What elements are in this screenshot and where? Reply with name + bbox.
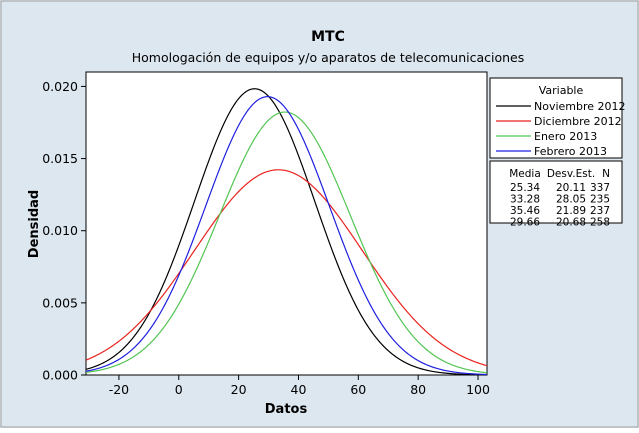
stats-cell: 33.28 xyxy=(510,194,540,206)
plot-area xyxy=(85,71,488,376)
stats-cell: 20.11 xyxy=(556,182,586,194)
x-tick-label: 20 xyxy=(231,382,247,397)
legend-box xyxy=(489,77,623,159)
density-curves xyxy=(86,88,487,375)
y-tick-label: 0.000 xyxy=(42,368,78,383)
x-tick-label: 100 xyxy=(466,382,490,397)
chart-subtitle: Homologación de equipos y/o aparatos de … xyxy=(132,50,525,65)
stats-cell: 235 xyxy=(590,194,610,206)
stats-cell: 337 xyxy=(590,182,610,194)
y-tick-label: 0.015 xyxy=(42,151,78,166)
x-axis-label: Datos xyxy=(265,402,308,417)
legend-entry-label: Enero 2013 xyxy=(534,130,597,143)
curve-series-4 xyxy=(86,96,487,375)
x-tick-label: 80 xyxy=(410,382,426,397)
stats-cell: 35.46 xyxy=(510,205,540,217)
y-tick-label: 0.005 xyxy=(42,295,78,310)
x-tick-label: -20 xyxy=(109,382,129,397)
x-axis-ticks: -20 0 20 40 60 80 100 xyxy=(109,375,490,397)
chart-title: MTC xyxy=(311,29,345,45)
x-tick-label: 0 xyxy=(175,382,183,397)
x-tick-label: 40 xyxy=(291,382,307,397)
stats-cell: 258 xyxy=(590,217,610,229)
y-tick-label: 0.020 xyxy=(42,79,78,94)
stats-header: Media xyxy=(509,168,541,180)
stats-cell: 25.34 xyxy=(510,182,540,194)
y-axis-ticks: 0.000 0.005 0.010 0.015 0.020 xyxy=(42,79,86,383)
x-tick-label: 60 xyxy=(350,382,366,397)
stats-cell: 20.68 xyxy=(556,217,586,229)
stats-cell: 29.66 xyxy=(510,217,540,229)
curve-series-3 xyxy=(86,111,487,374)
curve-series-2 xyxy=(86,169,487,367)
stats-header: Desv.Est. xyxy=(547,168,595,180)
stats-cell: 237 xyxy=(590,205,610,217)
legend-title: Variable xyxy=(539,84,584,97)
stats-header: N xyxy=(602,168,610,180)
legend-entries: Noviembre 2012 Diciembre 2012 Enero 2013 Fe… xyxy=(496,100,626,158)
legend-entry-label: Noviembre 2012 xyxy=(534,100,626,113)
y-axis-label: Densidad xyxy=(27,190,42,258)
stats-cell: 28.05 xyxy=(556,194,586,206)
stats-table-box xyxy=(489,160,623,224)
legend-entry-label: Febrero 2013 xyxy=(534,145,607,158)
curve-series-1 xyxy=(86,88,487,375)
stats-table: Media Desv.Est. N 25.34 20.11 337 33.28 28.05 23… xyxy=(509,168,610,229)
stats-cell: 21.89 xyxy=(556,205,586,217)
legend-entry-label: Diciembre 2012 xyxy=(534,115,622,128)
y-tick-label: 0.010 xyxy=(42,223,78,238)
